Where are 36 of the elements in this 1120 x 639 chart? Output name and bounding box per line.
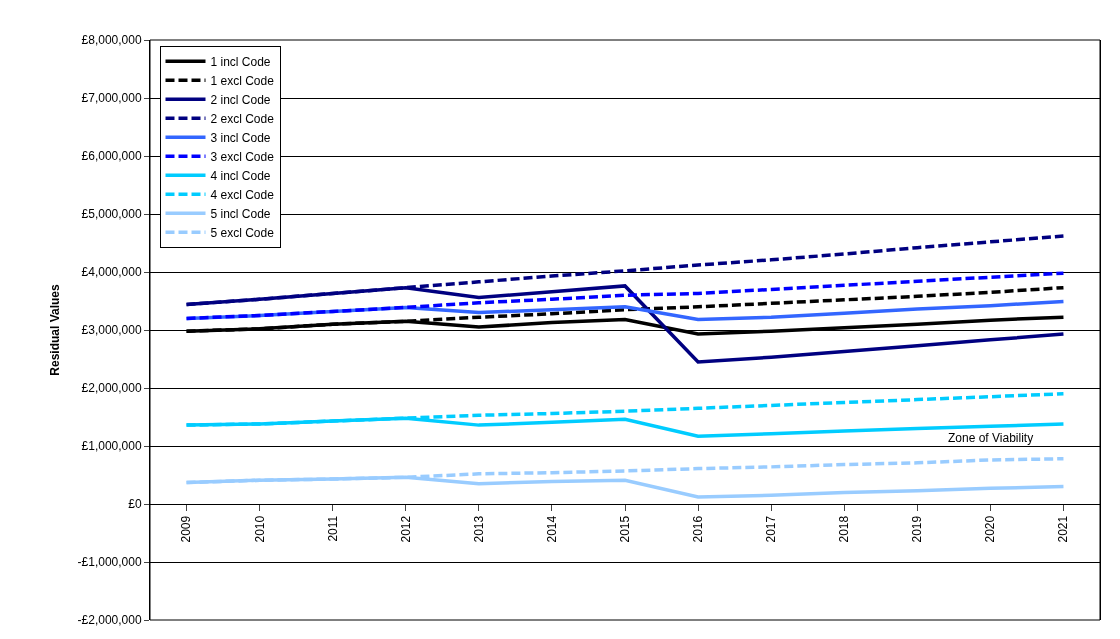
legend-label: 2 incl Code xyxy=(210,92,271,107)
y-tick-label: £0 xyxy=(128,497,142,512)
legend-label: 1 excl Code xyxy=(210,73,275,88)
y-tick-label: £2,000,000 xyxy=(81,381,142,396)
x-tick-label: 2012 xyxy=(398,515,413,543)
y-tick-label: £1,000,000 xyxy=(81,439,142,454)
y-tick-label: £6,000,000 xyxy=(81,149,142,164)
x-tick-label: 2021 xyxy=(1056,515,1071,543)
x-tick-label: 2011 xyxy=(325,515,340,542)
legend-label: 2 excl Code xyxy=(210,111,275,126)
legend-label: 4 excl Code xyxy=(210,187,275,202)
y-tick-label: £3,000,000 xyxy=(81,323,142,338)
x-tick-label: 2015 xyxy=(617,515,632,543)
x-tick-label: 2016 xyxy=(690,515,705,543)
x-tick-label: 2017 xyxy=(764,515,779,543)
legend-label: 3 incl Code xyxy=(210,130,271,145)
x-tick-label: 2020 xyxy=(983,515,998,543)
y-tick-label: £5,000,000 xyxy=(81,207,142,222)
y-tick-label: £4,000,000 xyxy=(81,265,142,280)
x-tick-label: 2010 xyxy=(252,515,267,543)
y-tick-label: -£2,000,000 xyxy=(77,613,142,628)
x-tick-label: 2018 xyxy=(837,515,852,543)
x-tick-label: 2013 xyxy=(471,515,486,543)
x-tick-label: 2014 xyxy=(544,515,559,543)
legend-label: 5 excl Code xyxy=(210,225,275,240)
legend-label: 1 incl Code xyxy=(210,54,271,69)
legend-label: 4 incl Code xyxy=(210,168,271,183)
y-tick-label: £8,000,000 xyxy=(81,33,142,48)
legend-label: 5 incl Code xyxy=(210,206,271,221)
legend-label: 3 excl Code xyxy=(210,149,275,164)
y-axis-title: Residual Values xyxy=(47,283,62,376)
y-tick-label: -£1,000,000 xyxy=(77,555,142,570)
x-tick-label: 2009 xyxy=(179,515,194,543)
x-tick-label: 2019 xyxy=(910,515,925,543)
annotation: Zone of Viability xyxy=(948,431,1034,445)
y-tick-label: £7,000,000 xyxy=(81,91,142,106)
